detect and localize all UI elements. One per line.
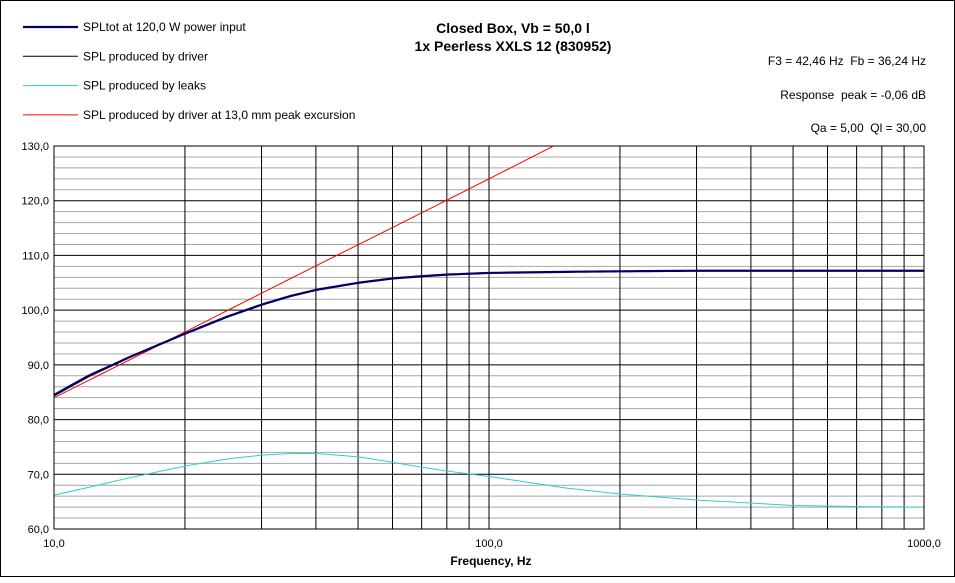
y-tick-label: 70,0 [28,469,49,481]
y-tick-label: 60,0 [28,524,49,536]
y-tick-label: 110,0 [22,250,49,262]
legend: SPLtot at 120,0 W power input SPL produce… [23,20,355,122]
y-tick-label: 130,0 [21,141,49,153]
y-tick-label: 120,0 [21,196,49,208]
legend-label: SPL produced by driver at 13,0 mm peak e… [83,108,355,122]
y-tick-label: 100,0 [21,305,49,317]
series-layer [53,146,925,508]
annotation-text: Response peak = -0,06 dB [780,88,926,102]
series-line-3 [53,452,925,508]
y-tick-label: 90,0 [28,360,49,372]
legend-label: SPL produced by leaks [83,79,206,93]
chart-subtitle: 1x Peerless XXLS 12 (830952) [415,38,612,54]
x-tick-label: 100,0 [475,538,503,550]
x-tick-label: 10,0 [43,538,64,550]
x-axis-ticks: 10,0 100,0 1000,0 [43,538,941,550]
chart-title: Closed Box, Vb = 50,0 l [436,20,590,36]
legend-label: SPL produced by driver [83,49,208,63]
legend-label: SPLtot at 120,0 W power input [83,20,246,34]
x-axis-label: Frequency, Hz [450,554,531,568]
series-line-1 [53,269,924,396]
plot-frame [53,145,925,530]
y-tick-label: 80,0 [28,415,49,427]
y-axis-ticks: 60,0 70,0 80,0 90,0 100,0 110,0 120,0 130,0 [21,141,49,536]
annotation-text: Qa = 5,00 Ql = 30,00 [811,121,927,135]
annotations: F3 = 42,46 Hz Fb = 36,24 Hz Response peak… [768,54,926,135]
x-tick-label: 1000,0 [907,538,941,550]
annotation-text: F3 = 42,46 Hz Fb = 36,24 Hz [768,54,926,68]
grid-major [54,145,925,530]
